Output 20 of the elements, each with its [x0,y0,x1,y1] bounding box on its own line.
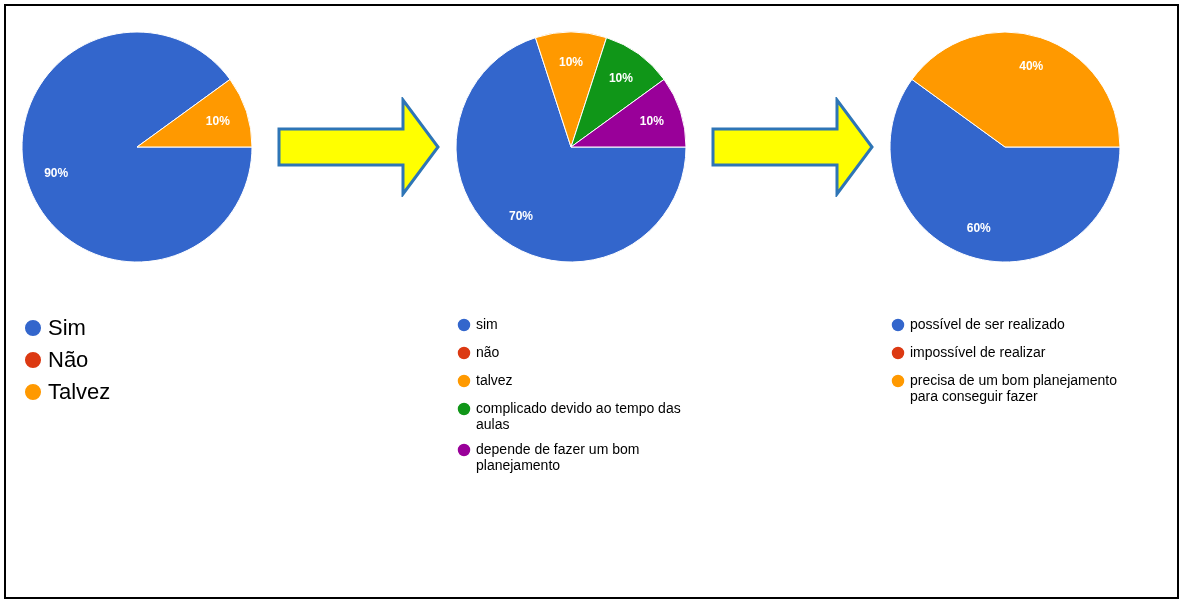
data-label: 70% [509,208,534,223]
legend-label: Sim [48,315,86,340]
legend-label: não [476,344,500,360]
legend-label: Não [48,347,89,372]
legend-label: sim [476,316,498,332]
data-label: 40% [1019,59,1044,74]
data-label: 10% [205,113,231,128]
legend-label: possível de ser realizado [910,316,1066,332]
legend-label: precisa de um bom planejamento para conseguir fazer [910,372,1118,404]
data-label: 10% [639,113,665,128]
data-label: 90% [44,166,69,181]
legend-label: talvez [476,372,513,388]
legend-label: impossível de realizar [910,344,1046,360]
legend-label: depende de fazer um bom planejamento [476,441,640,473]
legend-label: Talvez [48,379,111,404]
data-label: 10% [608,71,634,86]
data-label: 10% [558,55,584,69]
pie-slice [21,31,253,263]
data-label: 60% [966,220,992,235]
legend-label: complicado devido ao tempo das aulas [476,400,681,432]
